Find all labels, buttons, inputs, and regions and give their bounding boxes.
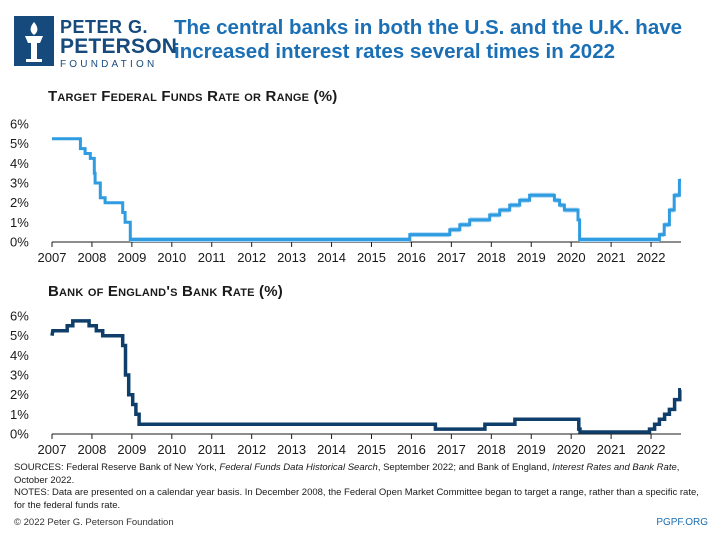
fed-funds-rate-chart: 0% 1% 2% 3% 4% 5% 6% 2007 2008 2009 2010 2011 2012 20… [10,117,681,265]
boe-x-tick-label: 2019 [517,442,546,457]
boe-x-tick-label: 2010 [157,442,186,457]
boe-x-tick-label: 2021 [597,442,626,457]
logo-wordmark: PETER G. PETERSON FOUNDATION [60,17,178,71]
headline: The central banks in both the U.S. and t… [174,16,683,63]
fed-x-tick-label: 2017 [437,250,466,265]
boe-x-tick-label: 2007 [38,442,67,457]
boe-chart-title: Bank of England's Bank Rate (%) [48,283,283,300]
boe-x-tick-label: 2009 [117,442,146,457]
fed-x-tick-label: 2018 [477,250,506,265]
fed-y-tick-label: 1% [10,215,29,230]
fed-x-tick-label: 2007 [38,250,67,265]
boe-x-tick-label: 2015 [357,442,386,457]
fed-rate-line [52,137,681,241]
torch-logo-icon [14,16,54,66]
boe-bank-rate-chart: 0% 1% 2% 3% 4% 5% 6% 2007 2008 2009 2010 2011 2012 20… [10,309,682,457]
fed-chart-title: Target Federal Funds Rate or Range (%) [48,88,338,105]
boe-x-tick-label: 2013 [277,442,306,457]
fed-y-tick-label: 6% [10,117,29,132]
boe-y-tick-label: 0% [10,427,29,442]
fed-x-tick-label: 2016 [397,250,426,265]
fed-y-tick-label: 5% [10,136,29,151]
fed-range-band [52,138,681,242]
fed-x-tick-label: 2019 [517,250,546,265]
fed-x-tick-label: 2022 [637,250,666,265]
boe-x-tick-label: 2018 [477,442,506,457]
boe-x-tick-label: 2012 [237,442,266,457]
boe-y-tick-label: 4% [10,348,29,363]
site-link[interactable]: PGPF.ORG [656,517,708,528]
sources-prefix: SOURCES: Federal Reserve Bank of New Yor… [14,462,220,473]
boe-y-tick-label: 2% [10,387,29,402]
fed-y-tick-label: 4% [10,156,29,171]
fed-x-tick-label: 2020 [557,250,586,265]
fed-x-tick-label: 2014 [317,250,346,265]
boe-x-tick-label: 2016 [397,442,426,457]
fed-x-tick-label: 2009 [117,250,146,265]
fed-x-tick-label: 2008 [77,250,106,265]
fed-y-tick-label: 3% [10,176,29,191]
sources-mid: , September 2022; and Bank of England, [377,462,553,473]
copyright: © 2022 Peter G. Peterson Foundation [14,517,174,528]
fed-x-tick-label: 2010 [157,250,186,265]
fed-y-tick-label: 0% [10,235,29,250]
boe-y-tick-label: 5% [10,328,29,343]
boe-x-tick-label: 2008 [77,442,106,457]
logo-line-2: PETERSON [60,35,178,58]
fed-x-tick-label: 2011 [198,250,226,265]
fed-y-tick-label: 2% [10,195,29,210]
header: PETER G. PETERSON FOUNDATION The central… [14,14,706,70]
fed-x-tick-label: 2012 [237,250,266,265]
sources-suffix: , October 2022. [14,462,680,486]
boe-y-tick-label: 3% [10,368,29,383]
sources-line: SOURCES: Federal Reserve Bank of New Yor… [14,462,710,487]
logo-line-3: FOUNDATION [60,59,158,70]
boe-rate-line [50,319,682,434]
boe-x-tick-label: 2011 [198,442,226,457]
boe-x-tick-label: 2020 [557,442,586,457]
sources-title-boe: Interest Rates and Bank Rate [552,462,677,473]
fed-x-tick-label: 2013 [277,250,306,265]
boe-y-tick-label: 6% [10,309,29,324]
boe-x-tick-label: 2022 [637,442,666,457]
pgpf-logo[interactable]: PETER G. PETERSON FOUNDATION [14,14,177,70]
boe-x-tick-label: 2014 [317,442,346,457]
logo-line-1: PETER G. [60,17,149,37]
boe-x-tick-label: 2017 [437,442,466,457]
sources-title-fed: Federal Funds Data Historical Search [219,462,378,473]
fed-x-tick-label: 2021 [597,250,626,265]
fed-x-tick-label: 2015 [357,250,386,265]
source-notes: SOURCES: Federal Reserve Bank of New Yor… [14,462,710,512]
notes-line: NOTES: Data are presented on a calendar … [14,487,699,511]
boe-y-tick-label: 1% [10,407,29,422]
